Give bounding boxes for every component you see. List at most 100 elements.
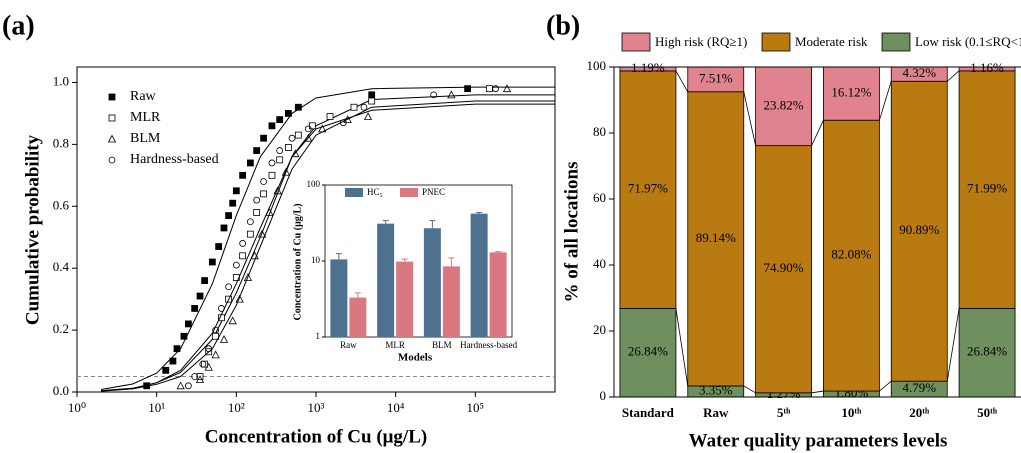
y-tick-label: 10: [311, 255, 321, 265]
legend-marker: [108, 93, 116, 101]
x-tick-label: 20ᵗʰ: [909, 405, 930, 420]
point: [219, 335, 229, 343]
point: [225, 212, 233, 219]
value-label: 26.84%: [967, 344, 1007, 359]
y-tick-label: 100: [307, 179, 321, 189]
y-tick-label: 0.2: [53, 321, 69, 336]
x-tick-label: 10⁰: [68, 400, 86, 415]
point: [276, 156, 284, 164]
point: [253, 196, 261, 204]
y-tick-label: 100: [587, 58, 607, 73]
point: [368, 91, 376, 99]
value-label: 26.84%: [628, 344, 668, 359]
point: [253, 147, 261, 154]
x-tick-label: 10⁴: [387, 400, 405, 415]
bar-segment: [619, 70, 677, 309]
error-bar: [429, 220, 436, 229]
point: [229, 199, 237, 207]
value-label: 82.08%: [831, 247, 871, 262]
bar: [423, 228, 441, 337]
y-axis-title: % of all locations: [561, 162, 582, 303]
point: [430, 91, 438, 99]
x-tick-label: Raw: [703, 405, 729, 420]
connector: [879, 380, 892, 392]
error-bar: [401, 258, 408, 262]
x-tick-label: Standard: [622, 405, 675, 420]
legend-label: Hardness-based: [130, 152, 219, 167]
point: [260, 134, 268, 142]
point: [273, 186, 282, 195]
point: [232, 187, 240, 195]
value-label: 7.51%: [699, 70, 733, 85]
panel-label: (b): [546, 10, 580, 41]
point: [218, 305, 225, 312]
value-label: 23.82%: [764, 97, 804, 112]
point: [180, 332, 188, 340]
point: [250, 251, 259, 260]
point: [308, 122, 316, 130]
legend-label: High risk (RQ≥1): [655, 34, 747, 49]
x-tick-label: MLR: [385, 340, 405, 350]
legend-label: HC₅: [367, 187, 383, 197]
point: [339, 119, 347, 127]
bar: [396, 261, 414, 337]
axis-line: [613, 67, 1021, 398]
value-label: 74.90%: [764, 260, 804, 275]
point: [211, 350, 220, 359]
connector: [675, 308, 689, 387]
bar-segment: [755, 145, 812, 394]
point: [360, 103, 368, 111]
x-tick-label: 10⁵: [467, 400, 485, 415]
point: [284, 110, 292, 117]
point: [199, 360, 207, 368]
point: [485, 85, 493, 93]
legend-swatch: [400, 188, 418, 197]
error-bar: [354, 292, 361, 298]
point: [204, 362, 213, 371]
point: [228, 316, 237, 325]
point: [239, 171, 247, 179]
point: [268, 122, 276, 130]
point: [169, 357, 177, 365]
point: [196, 292, 204, 300]
legend-swatch: [621, 32, 651, 52]
y-tick-label: 20: [593, 322, 606, 337]
connector: [879, 81, 892, 121]
value-label: 4.79%: [902, 380, 936, 395]
point: [173, 345, 181, 353]
legend-swatch: [761, 32, 791, 52]
x-tick-label: 10¹: [148, 400, 165, 415]
legend-marker: [108, 114, 116, 122]
x-tick-label: 10²: [228, 400, 245, 415]
legend-swatch: [881, 32, 911, 52]
bar: [377, 223, 395, 337]
legend-label: Moderate risk: [795, 34, 868, 49]
y-tick-label: 40: [593, 256, 606, 271]
point: [246, 159, 254, 167]
inset-x-title: Models: [398, 352, 433, 364]
x-tick-label: Hardness-based: [460, 340, 517, 350]
point: [291, 149, 300, 158]
point: [215, 243, 223, 250]
connector: [743, 91, 756, 146]
point: [492, 85, 500, 93]
fit-curve: [100, 103, 555, 392]
point: [260, 190, 268, 198]
bar: [330, 259, 348, 337]
point: [502, 84, 512, 93]
point: [239, 240, 247, 247]
bar: [489, 252, 507, 337]
point: [363, 112, 373, 120]
point: [239, 252, 247, 260]
bar-segment: [687, 66, 745, 93]
y-tick-label: 60: [593, 190, 606, 205]
y-tick-label: 0: [600, 388, 607, 403]
point: [225, 283, 233, 291]
connector: [811, 120, 824, 146]
point: [246, 218, 254, 226]
fit-curve: [100, 100, 555, 392]
point: [191, 305, 199, 312]
legend-marker: [108, 156, 116, 164]
y-tick-label: 80: [593, 124, 606, 139]
